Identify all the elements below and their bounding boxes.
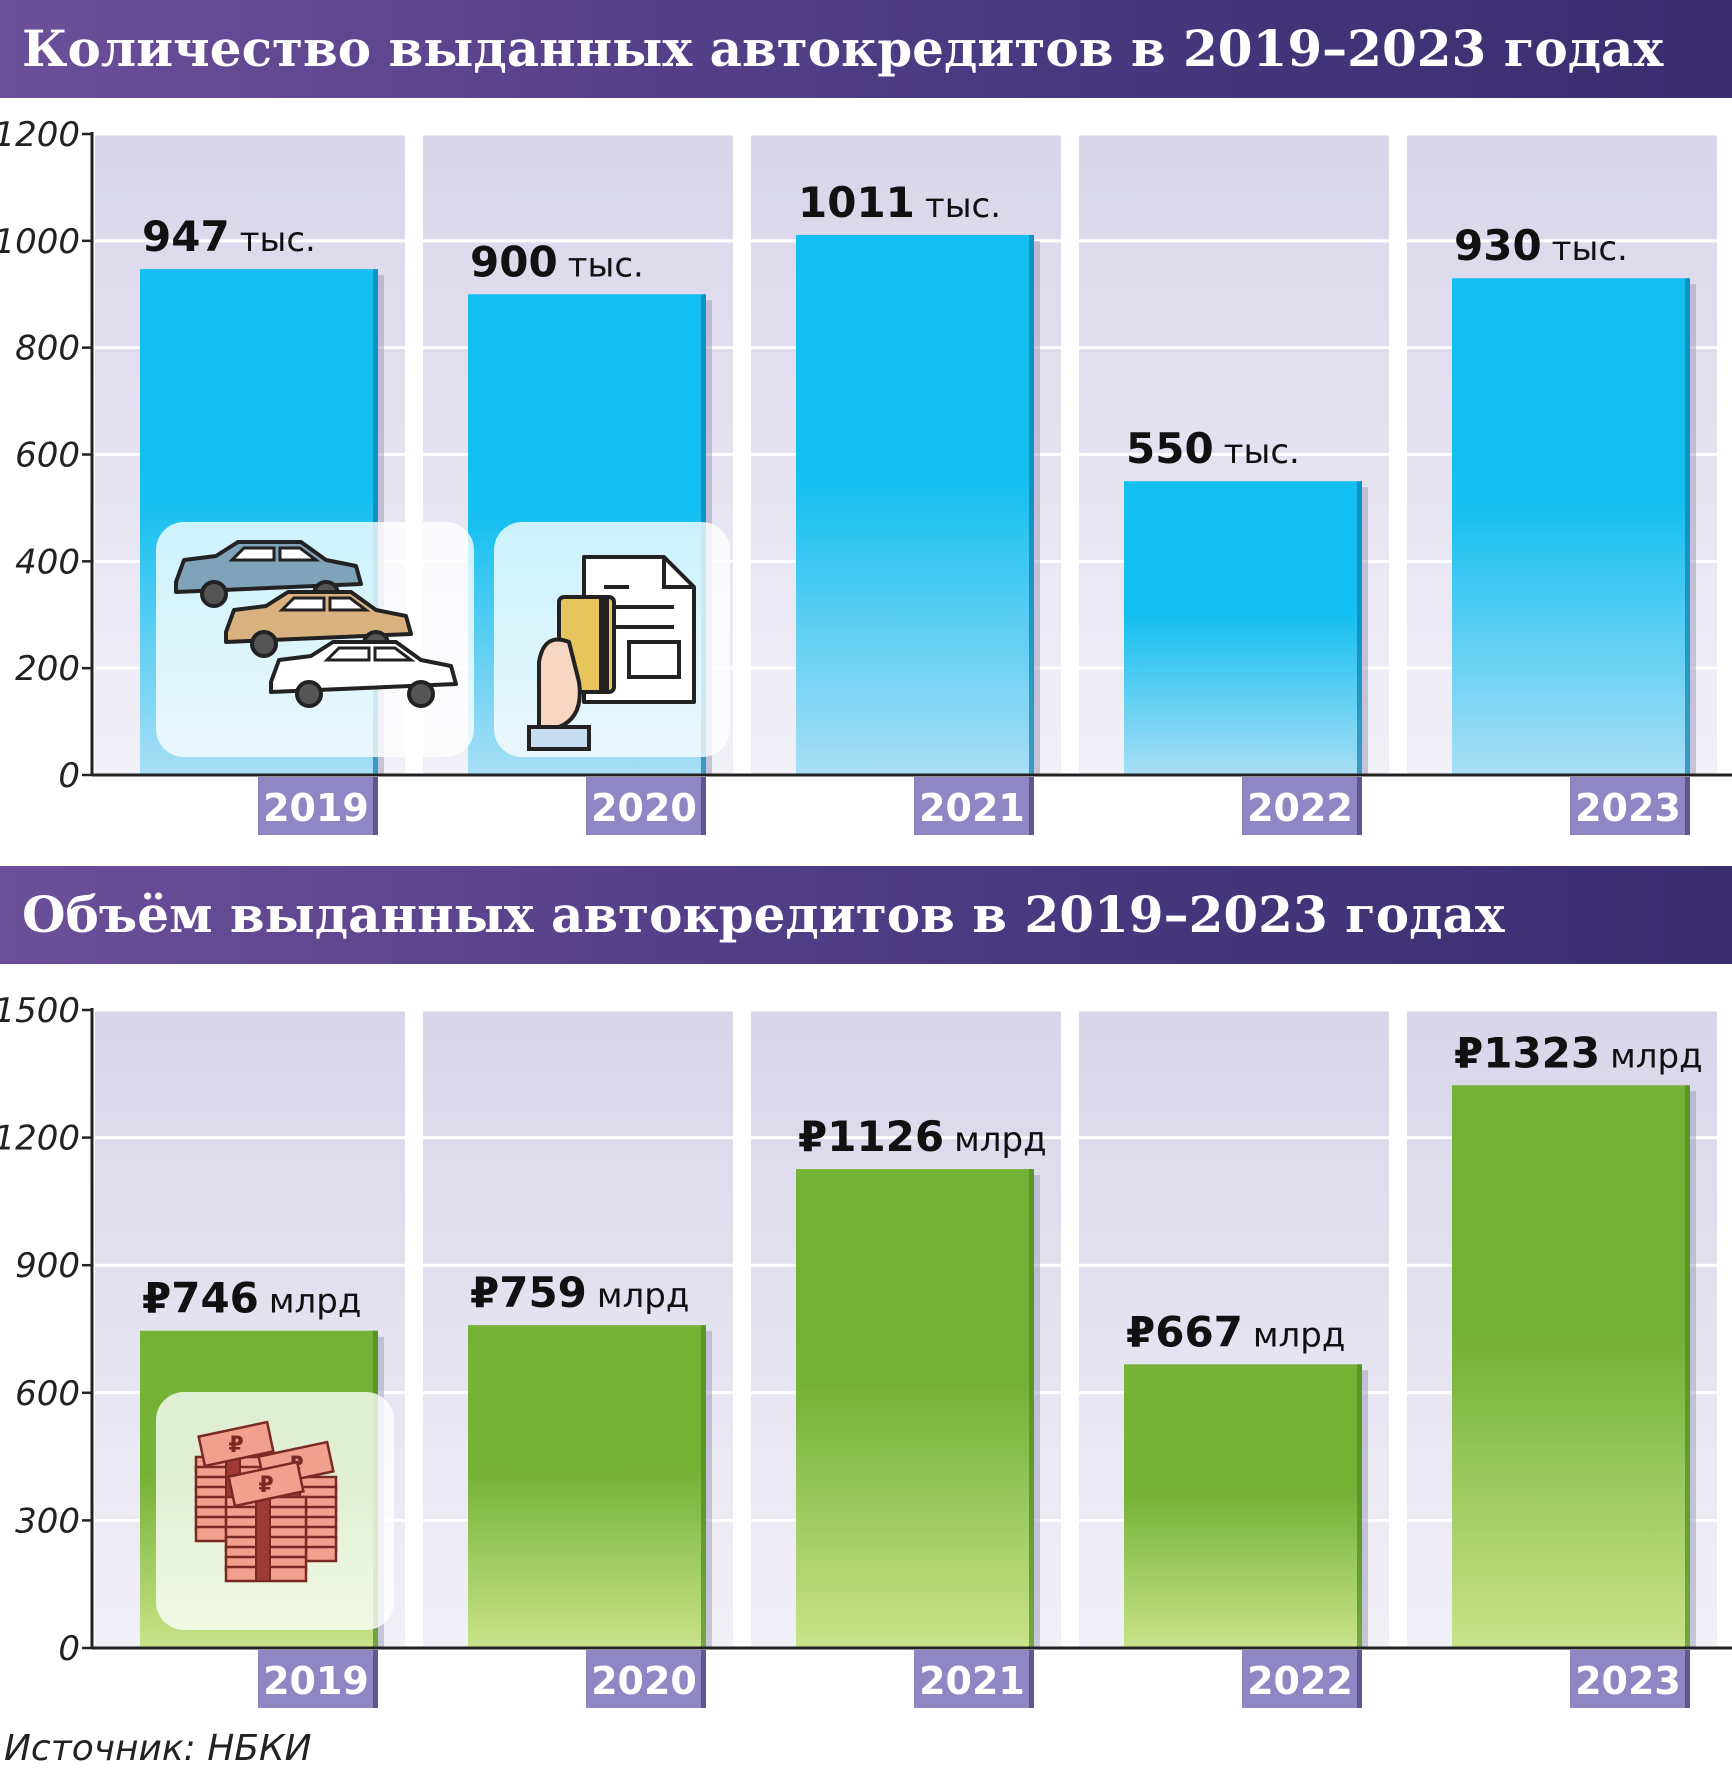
data-label-2019: 947 тыс. bbox=[142, 212, 316, 261]
y-tick-label: 900 bbox=[15, 1246, 80, 1286]
data-label-2020: 900 тыс. bbox=[470, 237, 644, 286]
y-tick-label: 800 bbox=[15, 329, 80, 369]
year-tag-2019 bbox=[258, 1650, 378, 1708]
y-tick-label: 600 bbox=[15, 436, 80, 476]
x-tick-label: 2023 bbox=[1575, 1659, 1681, 1703]
y-tick-label: 600 bbox=[15, 1374, 80, 1414]
y-tick-label: 300 bbox=[15, 1501, 80, 1541]
year-tag-2019 bbox=[258, 777, 378, 835]
bar-2023 bbox=[1452, 1085, 1690, 1648]
year-tag-2021 bbox=[914, 777, 1034, 835]
bar-2023 bbox=[1452, 278, 1690, 775]
x-tick-label: 2022 bbox=[1247, 786, 1353, 830]
y-tick-label: 0 bbox=[58, 756, 80, 796]
year-tag-2023 bbox=[1570, 777, 1690, 835]
count-chart: 0 200 400 600 800 1000 1200 947 тыс. 900 тыс. 1011 т… bbox=[0, 115, 1732, 835]
y-tick-label: 1200 bbox=[0, 1119, 80, 1159]
card-document-icon bbox=[494, 522, 730, 757]
money-stack-icon: ₽₽₽ bbox=[156, 1392, 394, 1630]
year-tag-2021 bbox=[914, 1650, 1034, 1708]
chart-title-count: Количество выданных автокредитов в 2019–… bbox=[0, 0, 1732, 98]
data-label-2021: 1011 тыс. bbox=[798, 178, 1001, 227]
cars-icon bbox=[156, 522, 474, 757]
x-tick-label: 2020 bbox=[591, 786, 697, 830]
source-note: Источник: НБКИ bbox=[4, 1728, 312, 1769]
bar-2022 bbox=[1124, 481, 1362, 775]
x-tick-label: 2021 bbox=[919, 1659, 1025, 1703]
year-tag-2022 bbox=[1242, 777, 1362, 835]
x-tick-label: 2021 bbox=[919, 786, 1025, 830]
y-tick-label: 0 bbox=[58, 1629, 80, 1669]
x-tick-label: 2023 bbox=[1575, 786, 1681, 830]
data-label-2023: 930 тыс. bbox=[1454, 221, 1628, 270]
y-tick-label: 1500 bbox=[0, 991, 80, 1031]
bar-2021 bbox=[796, 234, 1034, 775]
data-label-2020: ₽759 млрд bbox=[470, 1268, 689, 1317]
y-tick-label: 1000 bbox=[0, 222, 80, 262]
bar-2021 bbox=[796, 1169, 1034, 1648]
svg-text:₽: ₽ bbox=[258, 1473, 273, 1498]
x-tick-label: 2019 bbox=[263, 1659, 369, 1703]
x-tick-label: 2022 bbox=[1247, 1659, 1353, 1703]
year-tag-2023 bbox=[1570, 1650, 1690, 1708]
x-tick-label: 2020 bbox=[591, 1659, 697, 1703]
svg-text:₽: ₽ bbox=[228, 1433, 243, 1458]
year-tag-2020 bbox=[586, 777, 706, 835]
data-label-2022: ₽667 млрд bbox=[1126, 1307, 1345, 1356]
volume-chart: 0 300 600 900 1200 1500 ₽746 млрд ₽759 млрд ₽1126 м… bbox=[0, 991, 1732, 1708]
chart-title-volume: Объём выданных автокредитов в 2019–2023 … bbox=[0, 866, 1732, 964]
x-tick-label: 2019 bbox=[263, 786, 369, 830]
year-tag-2020 bbox=[586, 1650, 706, 1708]
data-label-2021: ₽1126 млрд bbox=[798, 1112, 1047, 1161]
data-label-2019: ₽746 млрд bbox=[142, 1274, 361, 1323]
data-label-2022: 550 тыс. bbox=[1126, 424, 1300, 473]
y-tick-label: 200 bbox=[15, 649, 80, 689]
y-tick-label: 1200 bbox=[0, 115, 80, 155]
y-tick-label: 400 bbox=[15, 542, 80, 582]
bar-2022 bbox=[1124, 1364, 1362, 1648]
bar-2020 bbox=[468, 1325, 706, 1648]
data-label-2023: ₽1323 млрд bbox=[1454, 1028, 1703, 1077]
year-tag-2022 bbox=[1242, 1650, 1362, 1708]
